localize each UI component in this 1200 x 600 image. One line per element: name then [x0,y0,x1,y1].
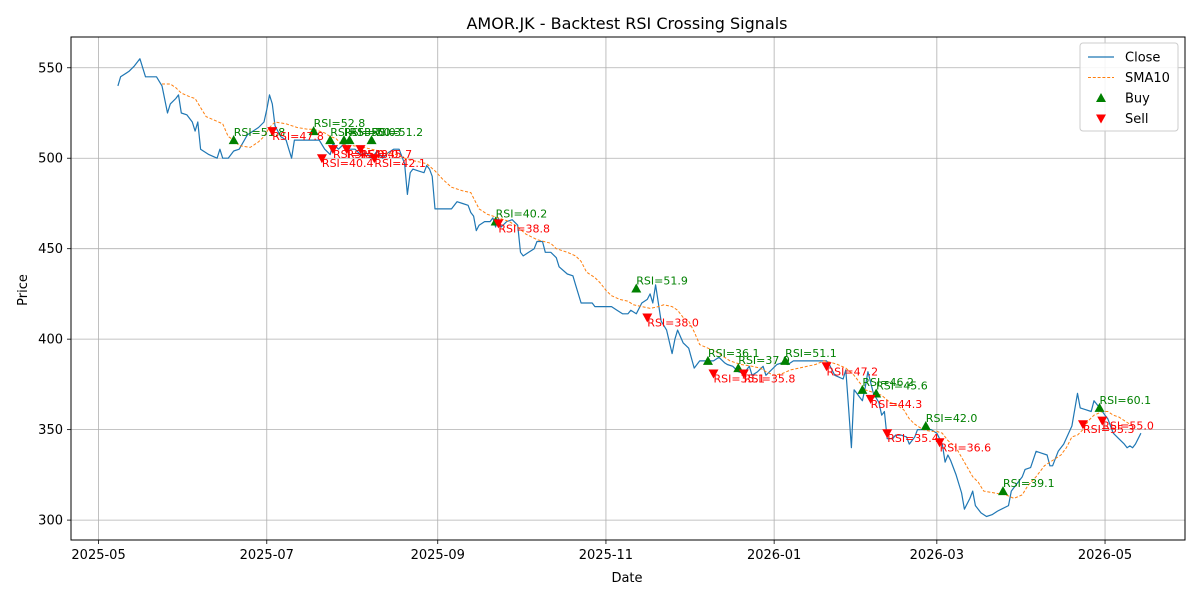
x-tick-label: 2025-09 [411,548,465,563]
legend: Close SMA10 Buy Sell [1079,42,1179,132]
y-tick-label: 500 [38,152,63,167]
plot-frame [70,36,1186,541]
buy-signal-marker [780,355,791,365]
buy-signal-marker [344,135,355,145]
signal-markers: RSI=51.8RSI=52.8RSI=53.7RSI=50.0RSI=50.3… [228,117,1154,496]
sell-signal-marker [642,313,653,323]
sell-signal-label: RSI=42.1 [374,157,426,170]
buy-signal-marker [308,126,319,136]
buy-signal-label: RSI=52.8 [314,117,366,130]
sell-signal-marker [738,369,749,379]
y-tick-label: 550 [38,61,63,76]
x-axis-label: Date [611,571,642,586]
sell-signal-marker [341,145,352,155]
sell-signal-label: RSI=35.8 [744,373,796,386]
x-tick-label: 2026-01 [747,548,801,563]
y-tick-label: 350 [38,423,63,438]
sell-signal-marker [882,429,893,439]
sell-signal-marker [493,219,504,229]
series-lines [117,58,1142,518]
buy-signal-label: RSI=46.2 [862,376,914,389]
x-tick-label: 2026-05 [1078,548,1132,563]
sma10-series-line [162,83,1131,499]
buy-signal-marker [998,486,1009,496]
legend-box [1079,42,1179,132]
buy-signal-marker [1094,402,1105,412]
y-axis-label: Price [16,274,31,306]
sell-signal-marker [821,362,832,372]
buy-signal-marker [631,283,642,293]
y-tick-label: 300 [38,514,63,529]
legend-label: Buy [1125,92,1150,107]
sell-signal-label: RSI=38.0 [647,316,699,329]
close-series-line [117,58,1142,518]
sell-signal-marker [1077,420,1088,430]
buy-signal-marker [920,421,931,431]
buy-signal-label: RSI=60.1 [1100,394,1152,407]
buy-signal-label: RSI=53.7 [330,126,382,139]
sell-signal-marker [934,438,945,448]
sell-signal-label: RSI=55.0 [1102,420,1154,433]
legend-label: Close [1125,51,1160,66]
legend-label: Sell [1125,112,1148,127]
buy-signal-label: RSI=45.6 [876,379,928,392]
sell-signal-label: RSI=35.4 [887,432,939,445]
axis-ticks: 2025-05 2025-07 2025-09 2025-11 2026-01 2026-… [38,61,1132,563]
sell-signal-marker [267,127,278,137]
x-tick-label: 2026-03 [910,548,964,563]
sell-signal-label: RSI=47.2 [827,365,879,378]
grid [71,37,1185,540]
sell-signal-label: RSI=40.4 [322,157,374,170]
sell-signal-marker [355,145,366,155]
buy-signal-marker [857,384,868,394]
y-tick-label: 450 [38,242,63,257]
sell-signal-marker [327,145,338,155]
sell-signal-marker [865,394,876,404]
buy-signal-label: RSI=42.0 [926,412,978,425]
sell-signal-label: RSI=44.3 [871,398,923,411]
buy-signal-marker [325,135,336,145]
x-tick-label: 2025-07 [240,548,294,563]
buy-signal-label: RSI=51.2 [372,126,424,139]
buy-signal-label: RSI=51.9 [636,275,688,288]
sell-signal-marker [316,154,327,164]
x-tick-label: 2025-05 [71,548,125,563]
sell-signal-label: RSI=36.6 [940,441,992,454]
buy-signal-marker [702,355,713,365]
legend-swatch-buy [1096,93,1106,102]
sell-signal-label: RSI=38.8 [498,222,550,235]
chart-title: AMOR.JK - Backtest RSI Crossing Signals [466,14,787,33]
sell-signal-label: RSI=47.8 [272,130,324,143]
sell-signal-label: RSI=55.3 [1083,423,1135,436]
buy-signal-marker [228,135,239,145]
buy-signal-label: RSI=50.0 [344,126,396,139]
buy-signal-marker [366,135,377,145]
x-tick-label: 2025-11 [579,548,633,563]
buy-signal-label: RSI=40.2 [496,208,548,221]
y-tick-label: 400 [38,333,63,348]
buy-signal-label: RSI=50.3 [350,126,402,139]
buy-signal-label: RSI=51.1 [785,347,837,360]
buy-signal-label: RSI=36.1 [708,347,760,360]
buy-signal-label: RSI=37.9 [738,354,790,367]
sell-signal-marker [708,369,719,379]
legend-label: SMA10 [1125,71,1170,86]
sell-signal-label: RSI=35.1 [713,373,765,386]
sell-signal-marker [369,154,380,164]
legend-swatch-sell [1096,114,1106,124]
buy-signal-label: RSI=39.1 [1003,477,1055,490]
sell-signal-marker [1097,416,1108,426]
